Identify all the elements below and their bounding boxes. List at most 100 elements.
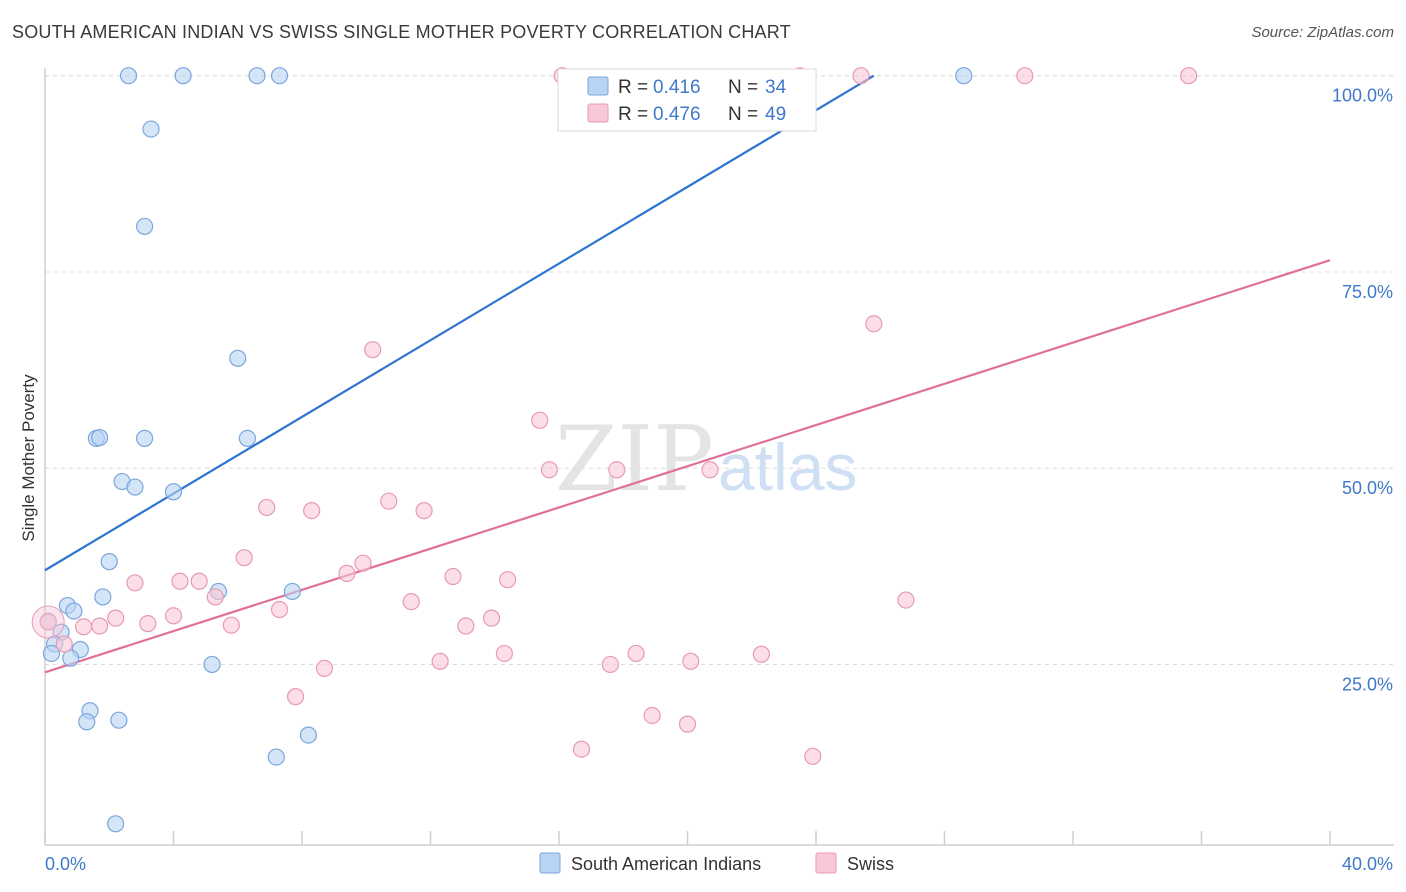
point-swiss <box>286 688 305 706</box>
legend-r-label-2: R = <box>618 104 648 125</box>
point-swiss <box>171 572 189 590</box>
point-swiss <box>852 67 870 85</box>
y-tick-label: 50.0% <box>1342 478 1393 498</box>
y-tick-label: 75.0% <box>1342 282 1393 302</box>
series-legend-swatch-blue <box>539 852 561 874</box>
point-south-american-indians <box>42 644 61 663</box>
legend-swatch-blue <box>587 76 609 96</box>
point-swiss <box>235 549 253 567</box>
point-swiss <box>601 655 620 674</box>
legend-swatch-pink <box>587 103 609 123</box>
point-south-american-indians <box>107 815 125 833</box>
point-south-american-indians <box>62 649 80 667</box>
point-swiss <box>865 315 883 333</box>
point-swiss <box>74 618 93 636</box>
point-south-american-indians <box>135 429 154 447</box>
point-south-american-indians <box>955 67 973 85</box>
point-swiss <box>354 554 372 572</box>
stats-legend: R = 0.416 N = 34 R = 0.476 N = 49 <box>557 68 817 132</box>
point-swiss <box>643 706 661 725</box>
point-swiss <box>752 645 770 663</box>
point-south-american-indians <box>267 748 285 766</box>
y-tick-label: 25.0% <box>1342 674 1393 694</box>
point-south-american-indians <box>94 588 112 606</box>
point-south-american-indians <box>238 429 256 447</box>
gridlines <box>45 75 1394 665</box>
point-swiss <box>540 461 558 479</box>
point-swiss <box>222 616 240 634</box>
point-swiss <box>495 644 513 663</box>
x-tick-label-max: 40.0% <box>1342 854 1393 874</box>
legend-r-label-1: R = <box>618 77 648 98</box>
point-south-american-indians <box>248 67 266 85</box>
point-swiss <box>39 613 57 631</box>
axes: 25.0% 50.0% 75.0% 100.0% 0.0% 40.0% <box>44 68 1394 874</box>
point-swiss <box>1180 67 1198 85</box>
point-swiss <box>190 572 208 590</box>
point-swiss <box>415 501 433 520</box>
point-south-american-indians <box>126 478 144 496</box>
point-swiss <box>139 615 157 633</box>
legend-n-label-1: N = <box>728 77 758 98</box>
point-swiss <box>897 591 915 609</box>
point-swiss <box>402 593 420 611</box>
point-south-american-indians <box>135 217 154 236</box>
point-swiss <box>107 609 125 627</box>
point-south-american-indians <box>270 67 289 85</box>
series-legend-label-pink: Swiss <box>847 854 894 874</box>
point-swiss <box>457 617 475 635</box>
point-cluster-origin <box>31 605 65 639</box>
trendlines <box>44 74 1331 674</box>
watermark-zip: ZIP <box>555 407 714 512</box>
point-swiss <box>444 567 462 586</box>
point-swiss <box>678 715 697 733</box>
source-label: Source: ZipAtlas.com <box>1251 24 1394 41</box>
point-swiss <box>364 341 382 359</box>
point-swiss <box>315 659 334 677</box>
point-south-american-indians <box>203 655 221 674</box>
y-tick-label: 100.0% <box>1332 86 1393 106</box>
point-swiss <box>531 411 549 429</box>
point-swiss <box>55 635 73 653</box>
series-legend: South American Indians Swiss <box>539 852 894 874</box>
point-swiss <box>572 740 591 758</box>
point-swiss <box>627 644 645 663</box>
point-swiss <box>164 607 183 625</box>
point-south-american-indians <box>283 582 301 601</box>
point-swiss <box>499 571 517 589</box>
point-swiss <box>804 747 822 765</box>
point-swiss <box>303 501 321 520</box>
point-south-american-indians <box>164 483 183 501</box>
point-south-american-indians <box>142 120 160 138</box>
legend-r-value-2: 0.476 <box>653 104 701 125</box>
point-south-american-indians <box>78 713 96 731</box>
point-south-american-indians <box>65 602 83 620</box>
point-south-american-indians <box>119 67 138 85</box>
point-swiss <box>1016 67 1034 85</box>
point-swiss <box>431 652 449 670</box>
series-legend-swatch-pink <box>815 852 837 874</box>
point-swiss <box>126 574 144 592</box>
y-axis-label: Single Mother Poverty <box>19 374 38 542</box>
point-swiss <box>270 600 289 619</box>
watermark-atlas: atlas <box>718 430 857 504</box>
point-swiss <box>338 564 356 582</box>
legend-n-value-1: 34 <box>765 77 787 98</box>
trendline-south-american-indians <box>44 74 875 572</box>
point-swiss <box>608 461 626 479</box>
point-south-american-indians <box>110 711 128 729</box>
legend-n-value-2: 49 <box>765 104 786 125</box>
point-swiss <box>258 498 276 517</box>
legend-n-label-2: N = <box>728 104 758 125</box>
point-south-american-indians <box>229 349 247 367</box>
x-tick-label-min: 0.0% <box>45 854 86 874</box>
point-swiss <box>482 609 501 627</box>
point-swiss <box>701 461 719 479</box>
point-south-american-indians <box>299 726 318 744</box>
point-swiss <box>206 588 224 606</box>
point-south-american-indians <box>91 428 109 447</box>
point-swiss <box>380 492 398 510</box>
point-south-american-indians <box>100 553 118 571</box>
trendline-swiss <box>44 259 1331 674</box>
